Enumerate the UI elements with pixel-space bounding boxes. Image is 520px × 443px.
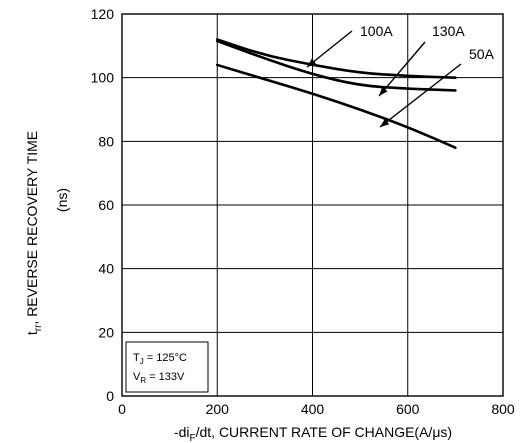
y-tick-label: 100 bbox=[91, 70, 115, 86]
condition-tj: TJ = 125°C bbox=[133, 352, 187, 366]
condition-vr: VR = 133V bbox=[133, 371, 185, 385]
condition-vr-sub: R bbox=[140, 376, 146, 385]
series-label-100a: 100A bbox=[360, 23, 393, 39]
condition-tj-suffix: = 125°C bbox=[144, 352, 187, 364]
series-label-130a: 130A bbox=[432, 23, 465, 39]
plot-frame bbox=[121, 13, 504, 397]
x-axis-label-sub: F bbox=[189, 433, 195, 443]
annotation-leader-130a bbox=[378, 41, 426, 97]
condition-vr-prefix: V bbox=[133, 371, 141, 383]
annotation-leader-100a bbox=[306, 30, 353, 68]
y-tick-label: 60 bbox=[98, 197, 114, 213]
grid-lines bbox=[121, 13, 504, 397]
y-axis-label-suffix: , REVERSE RECOVERY TIME bbox=[24, 131, 40, 325]
y-tick-label: 20 bbox=[98, 324, 114, 340]
condition-tj-sub: J bbox=[140, 357, 144, 366]
x-axis-label-suffix: /dt, CURRENT RATE OF CHANGE(A/μs) bbox=[196, 424, 452, 440]
y-tick-label: 0 bbox=[106, 388, 114, 404]
series-label-50a: 50A bbox=[469, 46, 495, 62]
x-tick-label: 0 bbox=[118, 401, 126, 417]
x-tick-label: 800 bbox=[491, 401, 515, 417]
series-line-50a bbox=[215, 63, 457, 149]
x-axis-label-prefix: -di bbox=[174, 424, 190, 440]
condition-vr-suffix: = 133V bbox=[146, 371, 185, 383]
annotation-arrowhead-50a bbox=[380, 118, 390, 127]
annotation-arrowhead-130a bbox=[379, 86, 388, 96]
y-axis-label-prefix: t bbox=[24, 331, 40, 335]
condition-tj-prefix: T bbox=[133, 352, 140, 364]
x-tick-label: 200 bbox=[206, 401, 230, 417]
y-tick-labels: 0 20 40 60 80 100 120 bbox=[91, 6, 115, 404]
y-axis-label: trr, REVERSE RECOVERY TIME bbox=[24, 131, 44, 335]
annotation-leader-50a bbox=[379, 63, 462, 128]
series-lines bbox=[215, 38, 457, 149]
x-axis-label: -diF/dt, CURRENT RATE OF CHANGE(A/μs) bbox=[174, 424, 452, 443]
conditions-box: TJ = 125°C VR = 133V bbox=[125, 341, 209, 393]
y-axis-label-sub: rr bbox=[33, 324, 44, 331]
annotation-arrowhead-100a bbox=[307, 58, 317, 67]
x-tick-label: 400 bbox=[301, 401, 325, 417]
x-tick-label: 600 bbox=[396, 401, 420, 417]
y-axis-unit: (ns) bbox=[54, 188, 70, 212]
y-tick-label: 120 bbox=[91, 6, 115, 22]
series-line-100a bbox=[215, 38, 457, 79]
x-tick-labels: 0 200 400 600 800 bbox=[118, 401, 515, 417]
y-tick-label: 40 bbox=[98, 261, 114, 277]
y-tick-label: 80 bbox=[98, 133, 114, 149]
series-line-130a bbox=[215, 39, 457, 92]
